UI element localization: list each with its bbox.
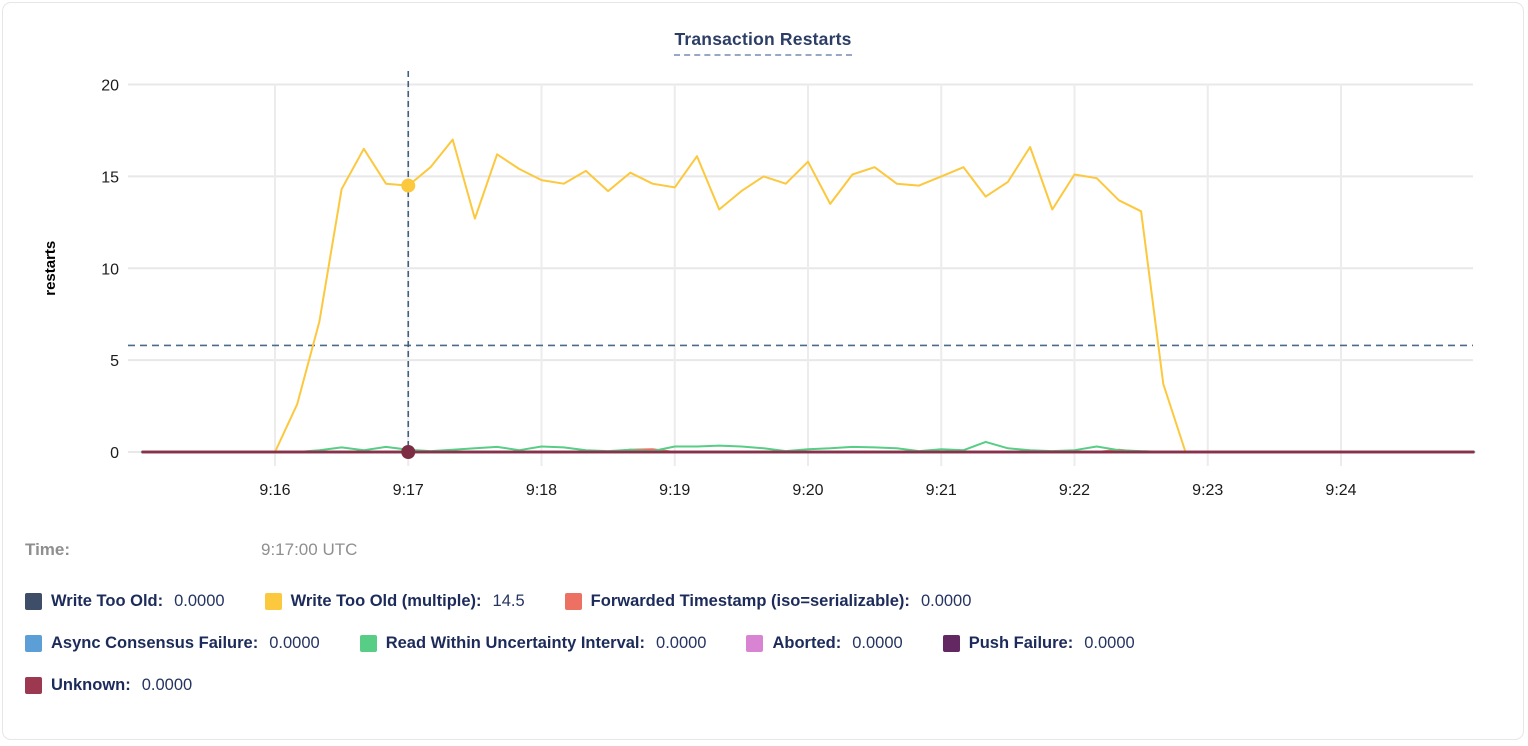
svg-text:9:19: 9:19	[659, 482, 690, 499]
legend-label: Push Failure:	[968, 634, 1074, 652]
legend-swatch-icon	[746, 635, 764, 652]
legend-value: 0.0000	[174, 592, 225, 610]
legend-label: Aborted:	[772, 634, 842, 652]
svg-text:15: 15	[101, 169, 119, 186]
svg-text:restarts: restarts	[42, 241, 59, 296]
svg-text:9:17: 9:17	[393, 482, 424, 499]
legend-swatch-icon	[942, 635, 960, 652]
legend-value: 0.0000	[920, 592, 972, 610]
legend-value: 0.0000	[852, 634, 903, 652]
legend-value: 0.0000	[656, 634, 707, 652]
legend-swatch-icon	[264, 593, 282, 610]
hover-time-row: Time: 9:17:00 UTC	[25, 540, 357, 560]
legend-label: Forwarded Timestamp (iso=serializable):	[590, 592, 910, 610]
svg-text:5: 5	[110, 353, 119, 370]
svg-text:10: 10	[101, 261, 119, 278]
chart-svg[interactable]: 9:16 9:17 9:18 9:19 9:20 9:21 9:22 9:23 9:24 0 5 10…	[3, 3, 1524, 533]
legend-item-write-too-old-multiple[interactable]: Write Too Old (multiple): 14.5	[264, 592, 525, 611]
legend-swatch-icon	[25, 635, 42, 652]
legend-item-forwarded-timestamp-iso-serializable[interactable]: Forwarded Timestamp (iso=serializable): 0…	[564, 592, 972, 611]
svg-text:9:16: 9:16	[259, 482, 290, 499]
legend-label: Write Too Old (multiple):	[290, 592, 482, 610]
legend-item-aborted[interactable]: Aborted: 0.0000	[746, 634, 903, 653]
legend-value: 14.5	[492, 592, 525, 610]
legend: Write Too Old: 0.0000 Write Too Old (multi…	[25, 592, 1135, 695]
legend-value: 0.0000	[141, 676, 193, 694]
svg-text:20: 20	[101, 78, 119, 95]
legend-value: 0.0000	[1084, 634, 1135, 652]
legend-item-read-within-uncertainty-interval[interactable]: Read Within Uncertainty Interval: 0.0000	[359, 634, 707, 653]
svg-text:9:22: 9:22	[1059, 482, 1090, 499]
svg-text:9:21: 9:21	[926, 482, 957, 499]
chart-header: Transaction Restarts	[3, 29, 1523, 56]
legend-label: Async Consensus Failure:	[51, 634, 259, 652]
time-label: Time:	[25, 540, 71, 559]
legend-item-unknown[interactable]: Unknown: 0.0000	[25, 676, 192, 695]
chart-title[interactable]: Transaction Restarts	[674, 29, 852, 56]
legend-swatch-icon	[359, 635, 377, 652]
legend-value: 0.0000	[269, 634, 320, 652]
legend-swatch-icon	[25, 677, 42, 694]
legend-label: Write Too Old:	[51, 592, 164, 610]
svg-text:0: 0	[110, 445, 119, 462]
legend-swatch-icon	[25, 593, 42, 610]
legend-swatch-icon	[564, 593, 582, 610]
time-value: 9:17:00 UTC	[261, 540, 358, 559]
svg-text:9:23: 9:23	[1192, 482, 1223, 499]
legend-label: Unknown:	[51, 676, 131, 694]
svg-text:9:18: 9:18	[526, 482, 557, 499]
svg-text:9:24: 9:24	[1325, 482, 1356, 499]
legend-row: Write Too Old: 0.0000 Write Too Old (multi…	[25, 592, 1135, 611]
legend-row: Unknown: 0.0000	[25, 676, 1135, 695]
legend-row: Async Consensus Failure: 0.0000 Read Withi…	[25, 634, 1135, 653]
legend-item-write-too-old[interactable]: Write Too Old: 0.0000	[25, 592, 225, 611]
legend-label: Read Within Uncertainty Interval:	[385, 634, 646, 652]
legend-item-push-failure[interactable]: Push Failure: 0.0000	[942, 634, 1135, 653]
svg-text:9:20: 9:20	[792, 482, 823, 499]
legend-item-async-consensus-failure[interactable]: Async Consensus Failure: 0.0000	[25, 634, 320, 653]
